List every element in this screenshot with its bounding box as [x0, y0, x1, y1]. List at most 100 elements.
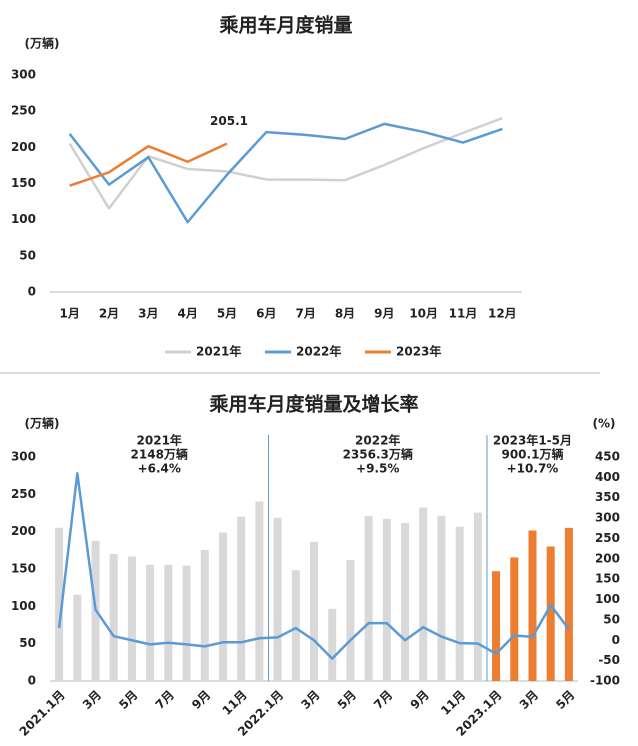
bar — [346, 559, 355, 681]
y-tick-label: 50 — [19, 636, 36, 650]
line — [69, 142, 228, 187]
x-tick-label: 2021.1月 — [17, 688, 68, 739]
x-tick-label: 7月 — [371, 688, 395, 712]
x-tick-label: 3月 — [80, 688, 104, 712]
x-tick-label: 8月 — [335, 307, 355, 321]
x-tick-label: 3月 — [298, 688, 322, 712]
bar — [309, 541, 319, 681]
x-tick-label: 10月 — [409, 307, 438, 321]
bar — [455, 526, 464, 681]
unit-label-y2: (%) — [593, 417, 616, 431]
bar — [564, 527, 573, 681]
y2-tick-label: 450 — [595, 450, 620, 464]
x-tick-label: 9月 — [408, 688, 432, 712]
y2-tick-label: 300 — [595, 511, 620, 525]
y2-tick-label: 350 — [595, 490, 620, 504]
bar — [73, 594, 82, 681]
x-tick-label: 5月 — [335, 688, 359, 712]
annotation: 2356.3万辆 — [343, 447, 413, 462]
line — [57, 472, 570, 660]
annotation: 2021年 — [137, 433, 182, 448]
annotation: 900.1万辆 — [501, 447, 563, 462]
x-tick-label: 9月 — [374, 307, 394, 321]
y-tick-label: 150 — [11, 562, 36, 576]
bar — [218, 532, 227, 681]
x-tick-label: 9月 — [189, 688, 213, 712]
y-tick-label: 300 — [11, 68, 36, 82]
annotation: 2148万辆 — [131, 447, 188, 462]
y2-tick-label: 100 — [595, 592, 620, 606]
annotation: +10.7% — [507, 462, 559, 476]
bar — [255, 501, 264, 681]
bar — [492, 571, 501, 681]
x-tick-label: 4月 — [177, 307, 197, 321]
x-tick-label: 1月 — [59, 307, 79, 321]
y-tick-label: 100 — [11, 599, 36, 613]
legend-label: 2021年 — [196, 344, 241, 359]
line — [68, 116, 503, 210]
x-tick-label: 2月 — [99, 307, 119, 321]
x-tick-label: 11月 — [220, 688, 250, 718]
bar — [146, 564, 155, 681]
y-tick-label: 0 — [28, 285, 36, 299]
bar — [437, 515, 446, 681]
bar — [528, 530, 537, 681]
bar — [127, 556, 136, 681]
y-tick-label: 100 — [11, 212, 36, 226]
y2-tick-label: -50 — [598, 653, 620, 667]
annotation: +9.5% — [356, 462, 399, 476]
x-tick-label: 3月 — [517, 688, 541, 712]
bar — [510, 557, 519, 681]
chart-title: 乘用车月度销量及增长率 — [208, 393, 418, 416]
bar — [473, 512, 482, 681]
bar — [328, 608, 337, 681]
legend-label: 2023年 — [396, 344, 441, 359]
x-tick-label: 11月 — [449, 307, 478, 321]
chart-title: 乘用车月度销量 — [218, 14, 352, 37]
annotation: 2023年1-5月 — [493, 433, 572, 448]
y-tick-label: 200 — [11, 140, 36, 154]
y-tick-label: 250 — [11, 104, 36, 118]
x-tick-label: 3月 — [138, 307, 158, 321]
bar — [182, 565, 191, 681]
unit-label: (万辆) — [25, 36, 60, 51]
x-tick-label: 7月 — [153, 688, 177, 712]
x-tick-label: 11月 — [438, 688, 468, 718]
bar — [364, 515, 373, 681]
legend-label: 2022年 — [296, 344, 341, 359]
x-tick-label: 5月 — [553, 688, 577, 712]
annotation: 2022年 — [355, 433, 400, 448]
y-tick-label: 300 — [11, 450, 36, 464]
bar — [291, 570, 300, 681]
y2-tick-label: 250 — [595, 531, 620, 545]
y-tick-label: 250 — [11, 487, 36, 501]
x-tick-label: 7月 — [295, 307, 315, 321]
y2-tick-label: 150 — [595, 572, 620, 586]
data-label: 205.1 — [210, 114, 248, 128]
x-tick-label: 5月 — [217, 307, 237, 321]
x-tick-label: 12月 — [488, 307, 517, 321]
bar — [200, 549, 209, 681]
y2-tick-label: 200 — [595, 551, 620, 565]
unit-label: (万辆) — [25, 416, 60, 431]
bar — [401, 523, 410, 681]
line — [68, 122, 503, 224]
bar — [419, 507, 428, 681]
bar — [273, 517, 282, 681]
y-tick-label: 150 — [11, 176, 36, 190]
y2-tick-label: 400 — [595, 470, 620, 484]
y-tick-label: 0 — [28, 674, 36, 688]
y2-tick-label: -100 — [590, 674, 620, 688]
bar — [546, 546, 555, 681]
bar — [237, 516, 246, 681]
bar — [109, 553, 118, 681]
y2-tick-label: 0 — [612, 633, 620, 647]
bar — [382, 518, 391, 681]
y2-tick-label: 50 — [603, 612, 620, 626]
bar — [164, 565, 173, 681]
y-tick-label: 200 — [11, 524, 36, 538]
annotation: +6.4% — [138, 462, 181, 476]
x-tick-label: 5月 — [116, 688, 140, 712]
y-tick-label: 50 — [19, 248, 36, 262]
